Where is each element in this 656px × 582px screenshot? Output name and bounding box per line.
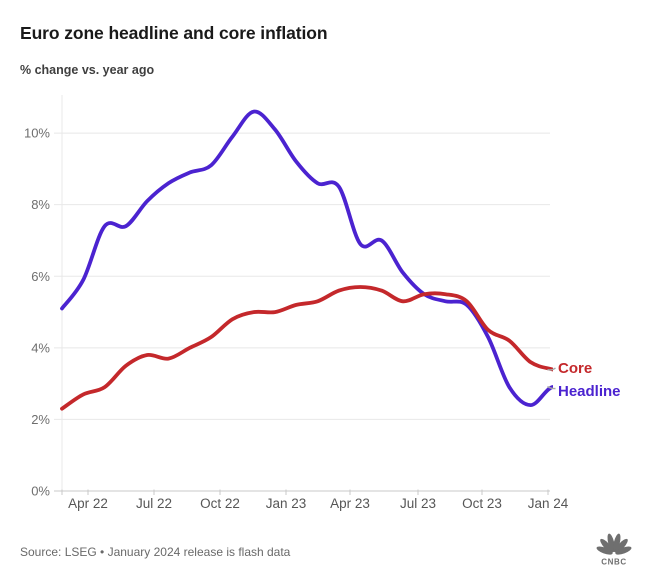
x-tick-label: Jan 23	[266, 496, 307, 511]
core-line	[60, 285, 553, 411]
y-tick-label: 0%	[31, 484, 50, 499]
y-tick-label: 8%	[31, 197, 50, 212]
x-tick-label: Jul 22	[136, 496, 172, 511]
headline-label-connector	[547, 385, 556, 390]
core-label-connector	[547, 367, 556, 371]
source-note: Source: LSEG • January 2024 release is f…	[20, 545, 291, 559]
y-tick-label: 10%	[24, 126, 50, 141]
y-axis: 0% 2% 4% 6% 8% 10%	[24, 126, 50, 499]
y-tick-label: 4%	[31, 340, 50, 355]
x-tick-label: Oct 23	[462, 496, 502, 511]
chart-title: Euro zone headline and core inflation	[20, 22, 328, 43]
gridlines	[54, 95, 550, 492]
y-tick-label: 2%	[31, 412, 50, 427]
x-tick-label: Apr 22	[68, 496, 108, 511]
headline-series-label: Headline	[558, 383, 621, 400]
core-series-label: Core	[558, 360, 592, 377]
series-label-connectors	[547, 367, 556, 390]
x-tick-label: Oct 22	[200, 496, 240, 511]
cnbc-logo: CNBC	[596, 533, 632, 567]
x-tick-label: Jan 24	[528, 496, 569, 511]
cnbc-logo-text: CNBC	[601, 558, 627, 567]
x-tick-label: Jul 23	[400, 496, 436, 511]
peacock-icon	[596, 533, 632, 555]
x-tick-label: Apr 23	[330, 496, 370, 511]
x-axis: Apr 22 Jul 22 Oct 22 Jan 23 Apr 23 Jul 23 Oct …	[61, 489, 569, 511]
chart-subtitle: % change vs. year ago	[20, 63, 155, 77]
y-tick-label: 6%	[31, 269, 50, 284]
series-lines	[60, 109, 553, 411]
headline-line	[60, 109, 553, 407]
